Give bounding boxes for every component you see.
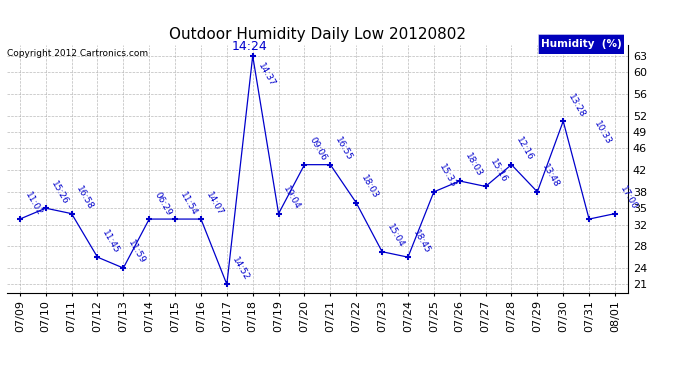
Text: 18:03: 18:03 <box>359 174 380 201</box>
Text: 11:54: 11:54 <box>178 190 199 217</box>
Text: 16:58: 16:58 <box>75 184 95 211</box>
Text: 14:07: 14:07 <box>204 190 225 217</box>
Title: Outdoor Humidity Daily Low 20120802: Outdoor Humidity Daily Low 20120802 <box>169 27 466 42</box>
Text: 09:06: 09:06 <box>308 136 328 162</box>
Text: 11:45: 11:45 <box>101 228 121 255</box>
Text: 14:52: 14:52 <box>230 255 250 282</box>
Text: 17:00: 17:00 <box>618 184 639 211</box>
Text: 18:45: 18:45 <box>411 228 432 255</box>
Text: 16:55: 16:55 <box>333 136 354 162</box>
Text: 13:28: 13:28 <box>566 92 587 119</box>
Text: 18:03: 18:03 <box>463 152 484 179</box>
Text: 11:02: 11:02 <box>23 190 43 217</box>
Text: 15:04: 15:04 <box>385 223 406 249</box>
Text: 11:59: 11:59 <box>126 239 147 266</box>
Text: 14:24: 14:24 <box>232 40 268 53</box>
Text: 10:33: 10:33 <box>592 119 613 146</box>
Text: Copyright 2012 Cartronics.com: Copyright 2012 Cartronics.com <box>7 50 148 58</box>
Text: 15:33: 15:33 <box>437 163 457 190</box>
Text: 19:04: 19:04 <box>282 184 302 211</box>
Text: 15:16: 15:16 <box>489 158 509 184</box>
Text: 12:16: 12:16 <box>515 136 535 162</box>
Text: Humidity  (%): Humidity (%) <box>541 39 622 49</box>
Text: 15:26: 15:26 <box>49 179 70 206</box>
Text: 13:48: 13:48 <box>540 163 561 190</box>
Text: 14:37: 14:37 <box>256 62 277 88</box>
Text: 06:29: 06:29 <box>152 190 173 217</box>
